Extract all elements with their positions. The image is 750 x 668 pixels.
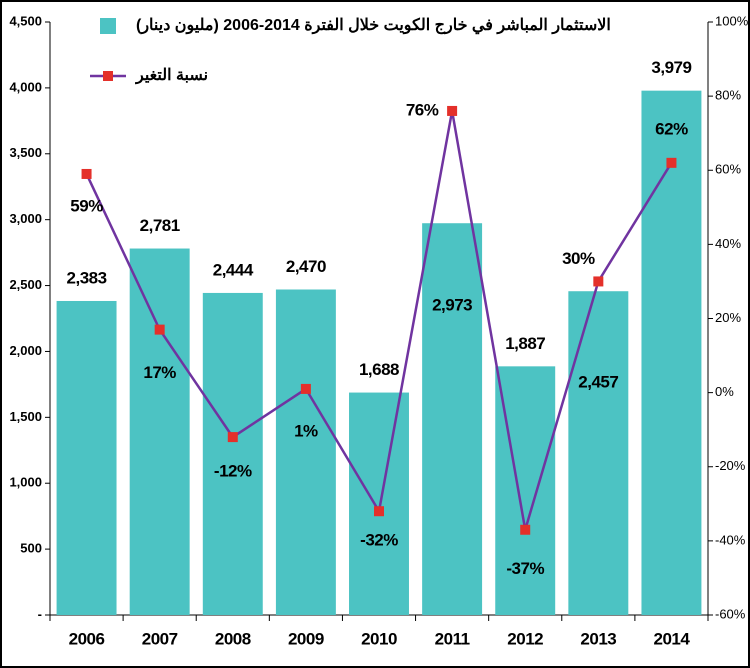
line-marker [154,324,165,335]
line-value-label: -37% [506,559,544,578]
bar [568,291,629,615]
x-tick-label: 2007 [142,629,178,648]
y-tick-label: 4,000 [9,79,42,94]
line-marker [374,506,384,517]
y-tick-label: - [38,606,42,621]
y2-tick-label: -40% [715,532,746,547]
bar [275,289,336,615]
x-tick-label: 2014 [654,629,691,648]
bar [202,292,263,615]
x-tick-label: 2012 [507,629,543,648]
line-marker [593,276,604,287]
line-value-label: 1% [294,421,318,440]
legend-label: نسبة التغير [135,67,208,85]
x-tick-label: 2013 [580,629,616,648]
y-tick-label: 2,000 [9,343,42,358]
y2-tick-label: 100% [715,13,749,28]
bar-value-label: 2,781 [140,216,180,235]
line-value-label: 17% [143,363,176,382]
y-tick-label: 3,000 [9,211,42,226]
y2-tick-label: 0% [715,384,734,399]
line-marker [520,524,531,535]
legend-marker [103,71,113,81]
y-tick-label: 2,500 [9,277,42,292]
line-value-label: 30% [562,249,595,268]
line-value-label: -32% [360,531,398,550]
y-tick-label: 1,000 [9,475,42,490]
bar-value-label: 1,887 [505,334,545,353]
bar [641,90,702,615]
bar [349,392,409,615]
y2-tick-label: 60% [715,162,741,177]
bar [56,300,117,615]
x-tick-label: 2009 [288,629,324,648]
x-tick-label: 2010 [361,629,397,648]
line-value-label: 76% [406,100,439,119]
legend-label: الاستثمار المباشر في خارج الكويت خلال ال… [136,17,611,35]
y2-tick-label: -60% [715,606,746,621]
y-tick-label: 500 [20,541,42,556]
y-tick-label: 1,500 [9,409,42,424]
x-tick-label: 2006 [69,629,105,648]
bar [129,248,190,615]
y2-tick-label: 40% [715,236,741,251]
bar-value-label: 2,973 [432,296,472,315]
bar [422,223,483,615]
line-marker [666,157,677,168]
line-marker [300,383,311,394]
x-tick-label: 2011 [435,629,470,648]
x-tick-label: 2008 [215,629,251,648]
bar-value-label: 3,979 [651,58,691,77]
bar-value-label: 2,457 [578,373,618,392]
bar-value-label: 1,688 [359,360,399,379]
y2-tick-label: -20% [715,458,746,473]
line-marker [81,168,92,179]
bar-value-label: 2,444 [213,260,254,279]
line-value-label: 59% [70,196,103,215]
y-tick-label: 4,500 [9,13,42,28]
line-value-label: -12% [214,462,252,481]
bar-value-label: 2,383 [67,268,107,287]
y2-tick-label: 20% [715,310,741,325]
y-tick-label: 3,500 [9,145,42,160]
line-value-label: 62% [655,119,688,138]
legend-swatch [100,18,116,34]
bar-value-label: 2,470 [286,257,326,276]
y2-tick-label: 80% [715,88,741,103]
line-marker [447,105,458,116]
bar [495,366,556,615]
line-marker [227,432,238,443]
